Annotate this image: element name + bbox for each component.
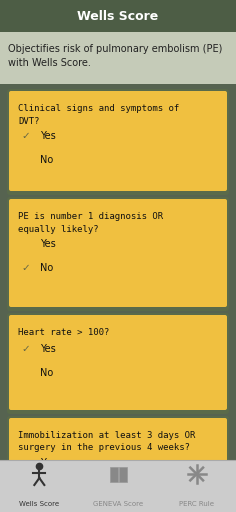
Text: ✓: ✓ bbox=[22, 131, 30, 141]
Text: No: No bbox=[40, 263, 53, 273]
Text: Clinical signs and symptoms of
DVT?: Clinical signs and symptoms of DVT? bbox=[18, 104, 179, 125]
Text: Wells Score: Wells Score bbox=[77, 10, 159, 23]
Bar bbox=[0, 460, 236, 512]
Bar bbox=[0, 0, 236, 32]
FancyBboxPatch shape bbox=[7, 197, 229, 311]
Text: No: No bbox=[40, 368, 53, 378]
Text: Yes: Yes bbox=[40, 239, 56, 249]
FancyBboxPatch shape bbox=[9, 199, 227, 307]
Text: Yes: Yes bbox=[40, 458, 56, 468]
Bar bbox=[0, 32, 236, 84]
Text: Heart rate > 100?: Heart rate > 100? bbox=[18, 328, 109, 337]
Text: Yes: Yes bbox=[40, 344, 56, 354]
FancyBboxPatch shape bbox=[110, 466, 118, 481]
FancyBboxPatch shape bbox=[9, 91, 227, 191]
Text: ✓: ✓ bbox=[22, 344, 30, 354]
Text: No: No bbox=[40, 482, 53, 492]
Text: ✓: ✓ bbox=[22, 263, 30, 273]
FancyBboxPatch shape bbox=[9, 418, 227, 512]
Text: Wells Score: Wells Score bbox=[19, 501, 59, 507]
FancyBboxPatch shape bbox=[7, 416, 229, 512]
FancyBboxPatch shape bbox=[7, 89, 229, 195]
Text: No: No bbox=[40, 155, 53, 165]
Text: Objectifies risk of pulmonary embolism (PE)
with Wells Score.: Objectifies risk of pulmonary embolism (… bbox=[8, 44, 222, 68]
FancyBboxPatch shape bbox=[118, 466, 126, 481]
Text: PERC Rule: PERC Rule bbox=[179, 501, 214, 507]
Text: Yes: Yes bbox=[40, 131, 56, 141]
Text: GENEVA Score: GENEVA Score bbox=[93, 501, 143, 507]
Text: ✓: ✓ bbox=[22, 482, 30, 492]
FancyBboxPatch shape bbox=[9, 315, 227, 410]
FancyBboxPatch shape bbox=[7, 313, 229, 414]
Text: PE is number 1 diagnosis OR
equally likely?: PE is number 1 diagnosis OR equally like… bbox=[18, 212, 163, 233]
Text: Immobilization at least 3 days OR
surgery in the previous 4 weeks?: Immobilization at least 3 days OR surger… bbox=[18, 431, 195, 453]
